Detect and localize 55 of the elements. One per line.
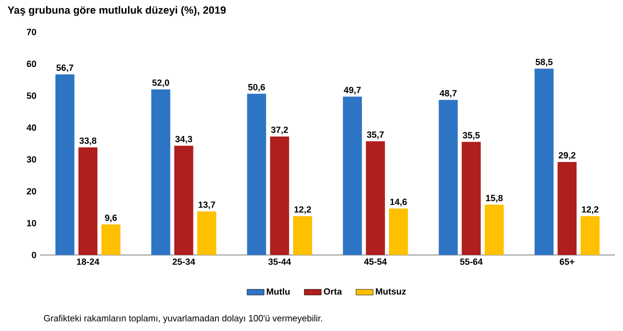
- text: Grafikteki rakamların toplamı, yuvarlamadan dolayı 100'ü vermeyebilir.: [44, 314, 322, 324]
- bar: [342, 96, 362, 255]
- bar: [270, 136, 290, 255]
- legend-label: Orta: [324, 288, 342, 295]
- bar: [293, 216, 312, 255]
- bar: [174, 146, 194, 255]
- bar: [484, 204, 504, 255]
- bar: [580, 216, 600, 255]
- legend-label: Mutlu: [266, 288, 290, 295]
- x-tick-label: 45-54: [364, 258, 387, 265]
- bar: [558, 162, 577, 255]
- y-tick-label: 70: [26, 28, 36, 36]
- data-label: 12,2: [294, 206, 311, 214]
- bar: [101, 224, 120, 255]
- data-label: 34,3: [175, 136, 192, 144]
- bar: [247, 94, 266, 255]
- bar: [366, 141, 385, 255]
- y-tick-label: 10: [27, 220, 36, 226]
- data-label: 52,0: [152, 79, 170, 88]
- x-tick-label: 55-64: [460, 258, 483, 265]
- data-label: 35,5: [462, 132, 480, 140]
- y-tick-label: 50: [26, 92, 36, 99]
- data-label: 48,7: [440, 90, 457, 98]
- bar: [151, 89, 170, 255]
- y-tick-label: 20: [26, 188, 36, 194]
- data-label: 35,7: [366, 131, 384, 140]
- x-tick-label: 35-44: [268, 258, 291, 265]
- data-label: 49,7: [344, 86, 361, 94]
- data-label: 50,6: [248, 84, 265, 92]
- data-label: 14,6: [390, 198, 407, 206]
- y-tick-label: 60: [26, 60, 36, 68]
- x-tick-label: 25-34: [172, 258, 196, 265]
- bar: [462, 142, 481, 255]
- bar: [197, 211, 216, 255]
- bar: [388, 208, 408, 255]
- data-label: 37,2: [271, 126, 288, 134]
- data-label: 56,7: [56, 64, 74, 72]
- bar: [534, 68, 554, 255]
- bar: [438, 100, 458, 255]
- data-label: 58,5: [536, 58, 553, 66]
- bar: [78, 147, 98, 255]
- data-label: 15,8: [486, 194, 503, 202]
- y-tick-label: 0: [32, 252, 36, 258]
- data-label: 13,7: [198, 202, 216, 210]
- legend-label: Mutsuz: [376, 288, 406, 295]
- x-tick-label: 18-24: [77, 258, 100, 265]
- x-tick-label: 65+: [560, 258, 574, 265]
- bar: [55, 74, 74, 255]
- data-label: 29,2: [558, 152, 576, 160]
- data-label: 12,2: [582, 206, 598, 214]
- y-tick-label: 40: [26, 124, 36, 131]
- data-label: 9,6: [105, 214, 117, 222]
- data-label: 33,8: [79, 137, 96, 146]
- y-tick-label: 30: [26, 156, 36, 163]
- chart-title: Yaş grubuna göre mutluluk düzeyi (%), 2019: [8, 6, 226, 16]
